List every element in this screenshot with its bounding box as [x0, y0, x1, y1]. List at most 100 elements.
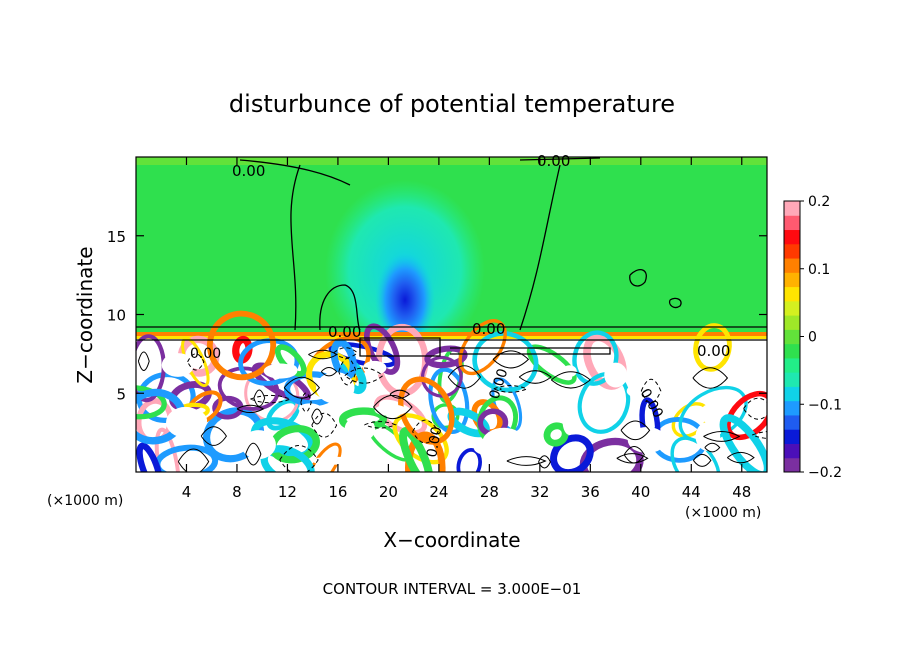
field-inversion-lower [136, 336, 767, 339]
contour-label: 0.00 [424, 425, 445, 458]
x-axis-label: X−coordinate [383, 528, 520, 552]
colorbar-swatch [784, 229, 800, 245]
contour-lines [136, 157, 767, 472]
contour-line [290, 164, 301, 331]
contour-label: 0.00 [328, 323, 361, 341]
y-axis-label: Z−coordinate [73, 246, 97, 383]
contour-line [692, 367, 729, 389]
contour-line [623, 446, 645, 464]
contour-line [412, 419, 439, 444]
contour-line [493, 385, 529, 393]
turbulence-core [344, 415, 376, 442]
contour-line [187, 353, 205, 371]
contour-line [300, 392, 312, 413]
turbulence-core [362, 360, 387, 375]
turbulence-band [206, 310, 277, 381]
y-tick-label: 15 [107, 228, 126, 246]
turbulence-band [330, 339, 357, 380]
contour-label: 0.00 [190, 346, 221, 362]
x-tick-label: 36 [581, 483, 600, 501]
contour-line [620, 420, 651, 441]
turbulence-core [241, 430, 276, 460]
contour-line [389, 389, 411, 399]
turbulence-band [428, 367, 470, 434]
colorbar-tick-label: −0.2 [808, 465, 842, 481]
contour-line [518, 370, 552, 384]
turbulence-band [458, 319, 507, 376]
colorbar-swatch [784, 357, 800, 373]
chart-title: disturbunce of potential temperature [229, 90, 675, 118]
turbulence-core [626, 383, 652, 398]
x-tick-label: 28 [480, 483, 499, 501]
contour-line [279, 445, 319, 472]
contour-labels: 0.00 0.00 0.00 0.00 0.00 0.00 0.00 0.00 … [190, 152, 730, 459]
contour-line [137, 351, 150, 371]
colorbar-swatch [784, 272, 800, 288]
turbulence-core [316, 371, 355, 404]
contour-line [311, 408, 323, 425]
colorbar-swatch [784, 315, 800, 330]
x-tick-label: 40 [631, 483, 650, 501]
turbulence-core [695, 422, 721, 452]
field-top-band [136, 157, 767, 165]
colorbar-tick-label: 0.2 [808, 194, 830, 210]
y-tick-label: 5 [116, 385, 126, 403]
x-axis: 4 8 12 16 20 24 28 32 36 40 44 48 [182, 157, 751, 501]
contour-line [344, 367, 384, 384]
colorbar-swatch [784, 429, 800, 444]
turbulence-core [166, 406, 205, 438]
colorbar-swatch [784, 386, 800, 402]
colorbar-swatch [784, 329, 800, 345]
turbulence-band [136, 385, 167, 420]
x-tick-label: 8 [232, 483, 242, 501]
field-core [375, 252, 435, 348]
x-unit-left: (×1000 m) [47, 493, 123, 509]
turbulence-core [473, 440, 504, 456]
colorbar-swatch [784, 443, 800, 459]
turbulence-band [725, 390, 767, 441]
contour-line [726, 451, 755, 464]
contour-interval: CONTOUR INTERVAL = 3.000E−01 [323, 580, 582, 598]
turbulence-band [399, 427, 434, 472]
turbulence-band [217, 366, 280, 411]
contour-line [550, 371, 591, 389]
contour-line [519, 164, 561, 331]
contour-line [668, 297, 682, 309]
turbulence-core [280, 363, 298, 376]
turbulence-band [136, 442, 163, 472]
colorbar-swatch [784, 286, 800, 302]
turbulence-core [161, 353, 195, 377]
colorbar-swatch [784, 300, 800, 316]
x-tick-label: 20 [379, 483, 398, 501]
x-tick-label: 48 [732, 483, 751, 501]
contour-line [253, 389, 266, 407]
contour-line [616, 453, 649, 464]
contour-line [359, 337, 441, 357]
contour-line [506, 456, 547, 466]
contour-label: 0.00 [232, 162, 265, 180]
colorbar-swatch [784, 243, 800, 259]
contour-line [519, 157, 601, 161]
y-axis: 5 10 15 [107, 228, 767, 403]
contour-label: 0.00 [697, 342, 730, 360]
contour-line [308, 349, 338, 360]
turbulence-core [311, 456, 354, 465]
contour-line [704, 442, 721, 453]
contour-line [450, 347, 611, 355]
contour-line [492, 350, 530, 369]
turbulence-core [747, 354, 767, 374]
turbulence-core [374, 404, 407, 416]
contour-label: 0.00 [537, 152, 570, 170]
contour-line [320, 367, 338, 377]
contour-line [752, 431, 767, 439]
x-tick-label: 4 [182, 483, 192, 501]
contour-line [373, 394, 413, 420]
colorbar-swatch [784, 372, 800, 387]
contour-line [311, 412, 338, 438]
contour-line [629, 269, 647, 287]
contour-line [703, 430, 741, 442]
colorbar: 0.2 0.1 0 −0.1 −0.2 [783, 194, 842, 481]
y-tick-label: 10 [107, 307, 126, 325]
colorbar-swatch [784, 400, 800, 416]
